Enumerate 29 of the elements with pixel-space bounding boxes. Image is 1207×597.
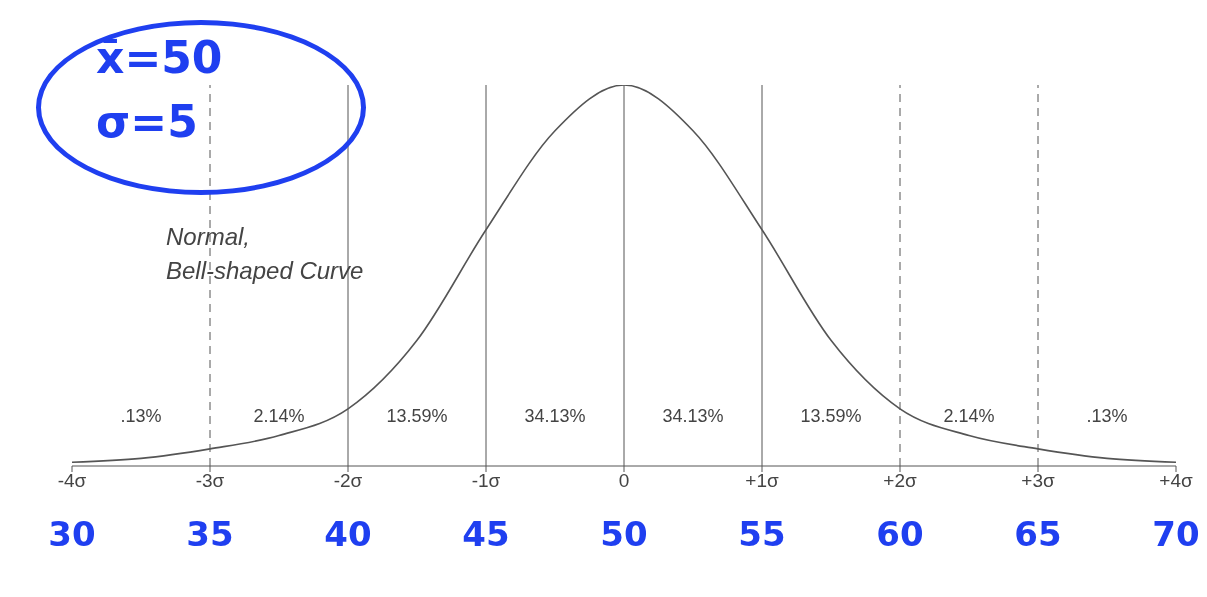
annotation: 34.13% xyxy=(662,405,724,427)
annotation: σ=5 xyxy=(96,96,198,147)
text: x̄=50 xyxy=(96,32,223,83)
x-tick-label: +2σ xyxy=(883,470,917,492)
x2-tick-label: 70 xyxy=(1152,514,1200,554)
x-tick-label: -1σ xyxy=(471,470,501,492)
x2-tick-label: 55 xyxy=(738,514,786,554)
x-tick-label: +4σ xyxy=(1159,470,1193,492)
annotation: 34.13% xyxy=(524,405,586,427)
x-tick-label: -4σ xyxy=(57,470,87,492)
x2-tick-label: 35 xyxy=(186,514,234,554)
annotation: .13% xyxy=(1086,405,1128,427)
annotation: 13.59% xyxy=(800,405,862,427)
x-tick-label: +3σ xyxy=(1021,470,1055,492)
annotation: Normal, Bell-shaped Curve xyxy=(166,222,364,286)
annotation: 2.14% xyxy=(253,405,305,427)
annotation: 13.59% xyxy=(386,405,448,427)
x-tick-label: +1σ xyxy=(745,470,779,492)
x2-tick-label: 40 xyxy=(324,514,372,554)
x-tick-label: -3σ xyxy=(195,470,225,492)
x-tick-label: -2σ xyxy=(333,470,363,492)
annotation: .13% xyxy=(120,405,162,427)
x2-tick-label: 50 xyxy=(600,514,648,554)
x-tick-label: 0 xyxy=(618,470,630,492)
annotation: 2.14% xyxy=(943,405,995,427)
x2-tick-label: 65 xyxy=(1014,514,1062,554)
x2-tick-label: 60 xyxy=(876,514,924,554)
x2-tick-label: 45 xyxy=(462,514,510,554)
x2-tick-label: 30 xyxy=(48,514,96,554)
